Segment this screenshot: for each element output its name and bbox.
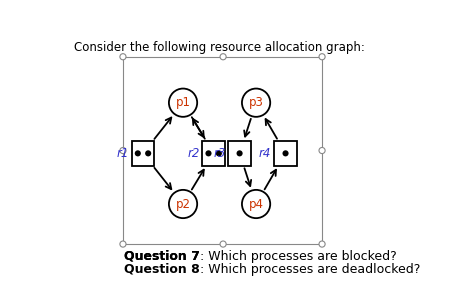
Text: Question 7: Question 7: [124, 250, 200, 263]
Text: p3: p3: [248, 96, 263, 109]
Circle shape: [220, 54, 226, 60]
Text: : Which processes are blocked?: : Which processes are blocked?: [200, 250, 396, 263]
Circle shape: [168, 88, 197, 117]
Circle shape: [120, 147, 126, 154]
Text: Question 8: Question 8: [124, 263, 199, 276]
Circle shape: [215, 150, 222, 156]
Circle shape: [168, 190, 197, 218]
Circle shape: [318, 54, 324, 60]
Circle shape: [134, 150, 141, 156]
Bar: [131, 141, 154, 166]
Text: Consider the following resource allocation graph:: Consider the following resource allocati…: [74, 41, 364, 54]
Bar: [273, 141, 296, 166]
Text: Question 7: Which processes are blocked?: Question 7: Which processes are blocked?: [124, 250, 388, 263]
Circle shape: [318, 241, 324, 247]
Text: r4: r4: [258, 147, 271, 160]
Text: r1: r1: [116, 147, 129, 160]
Text: p1: p1: [175, 96, 190, 109]
Circle shape: [120, 54, 126, 60]
Circle shape: [120, 241, 126, 247]
Circle shape: [318, 147, 324, 154]
Bar: [123, 57, 321, 244]
Text: Question 7: Question 7: [124, 250, 200, 263]
Circle shape: [242, 190, 270, 218]
Circle shape: [282, 150, 288, 156]
Bar: [228, 141, 250, 166]
Bar: [202, 141, 224, 166]
Circle shape: [242, 88, 270, 117]
Text: : Which processes are deadlocked?: : Which processes are deadlocked?: [199, 263, 420, 276]
Text: r2: r2: [187, 147, 199, 160]
Circle shape: [145, 150, 151, 156]
Text: p4: p4: [248, 197, 263, 211]
Text: r3: r3: [212, 147, 225, 160]
Text: p2: p2: [175, 197, 190, 211]
Circle shape: [236, 150, 242, 156]
Circle shape: [205, 150, 211, 156]
Circle shape: [220, 241, 226, 247]
